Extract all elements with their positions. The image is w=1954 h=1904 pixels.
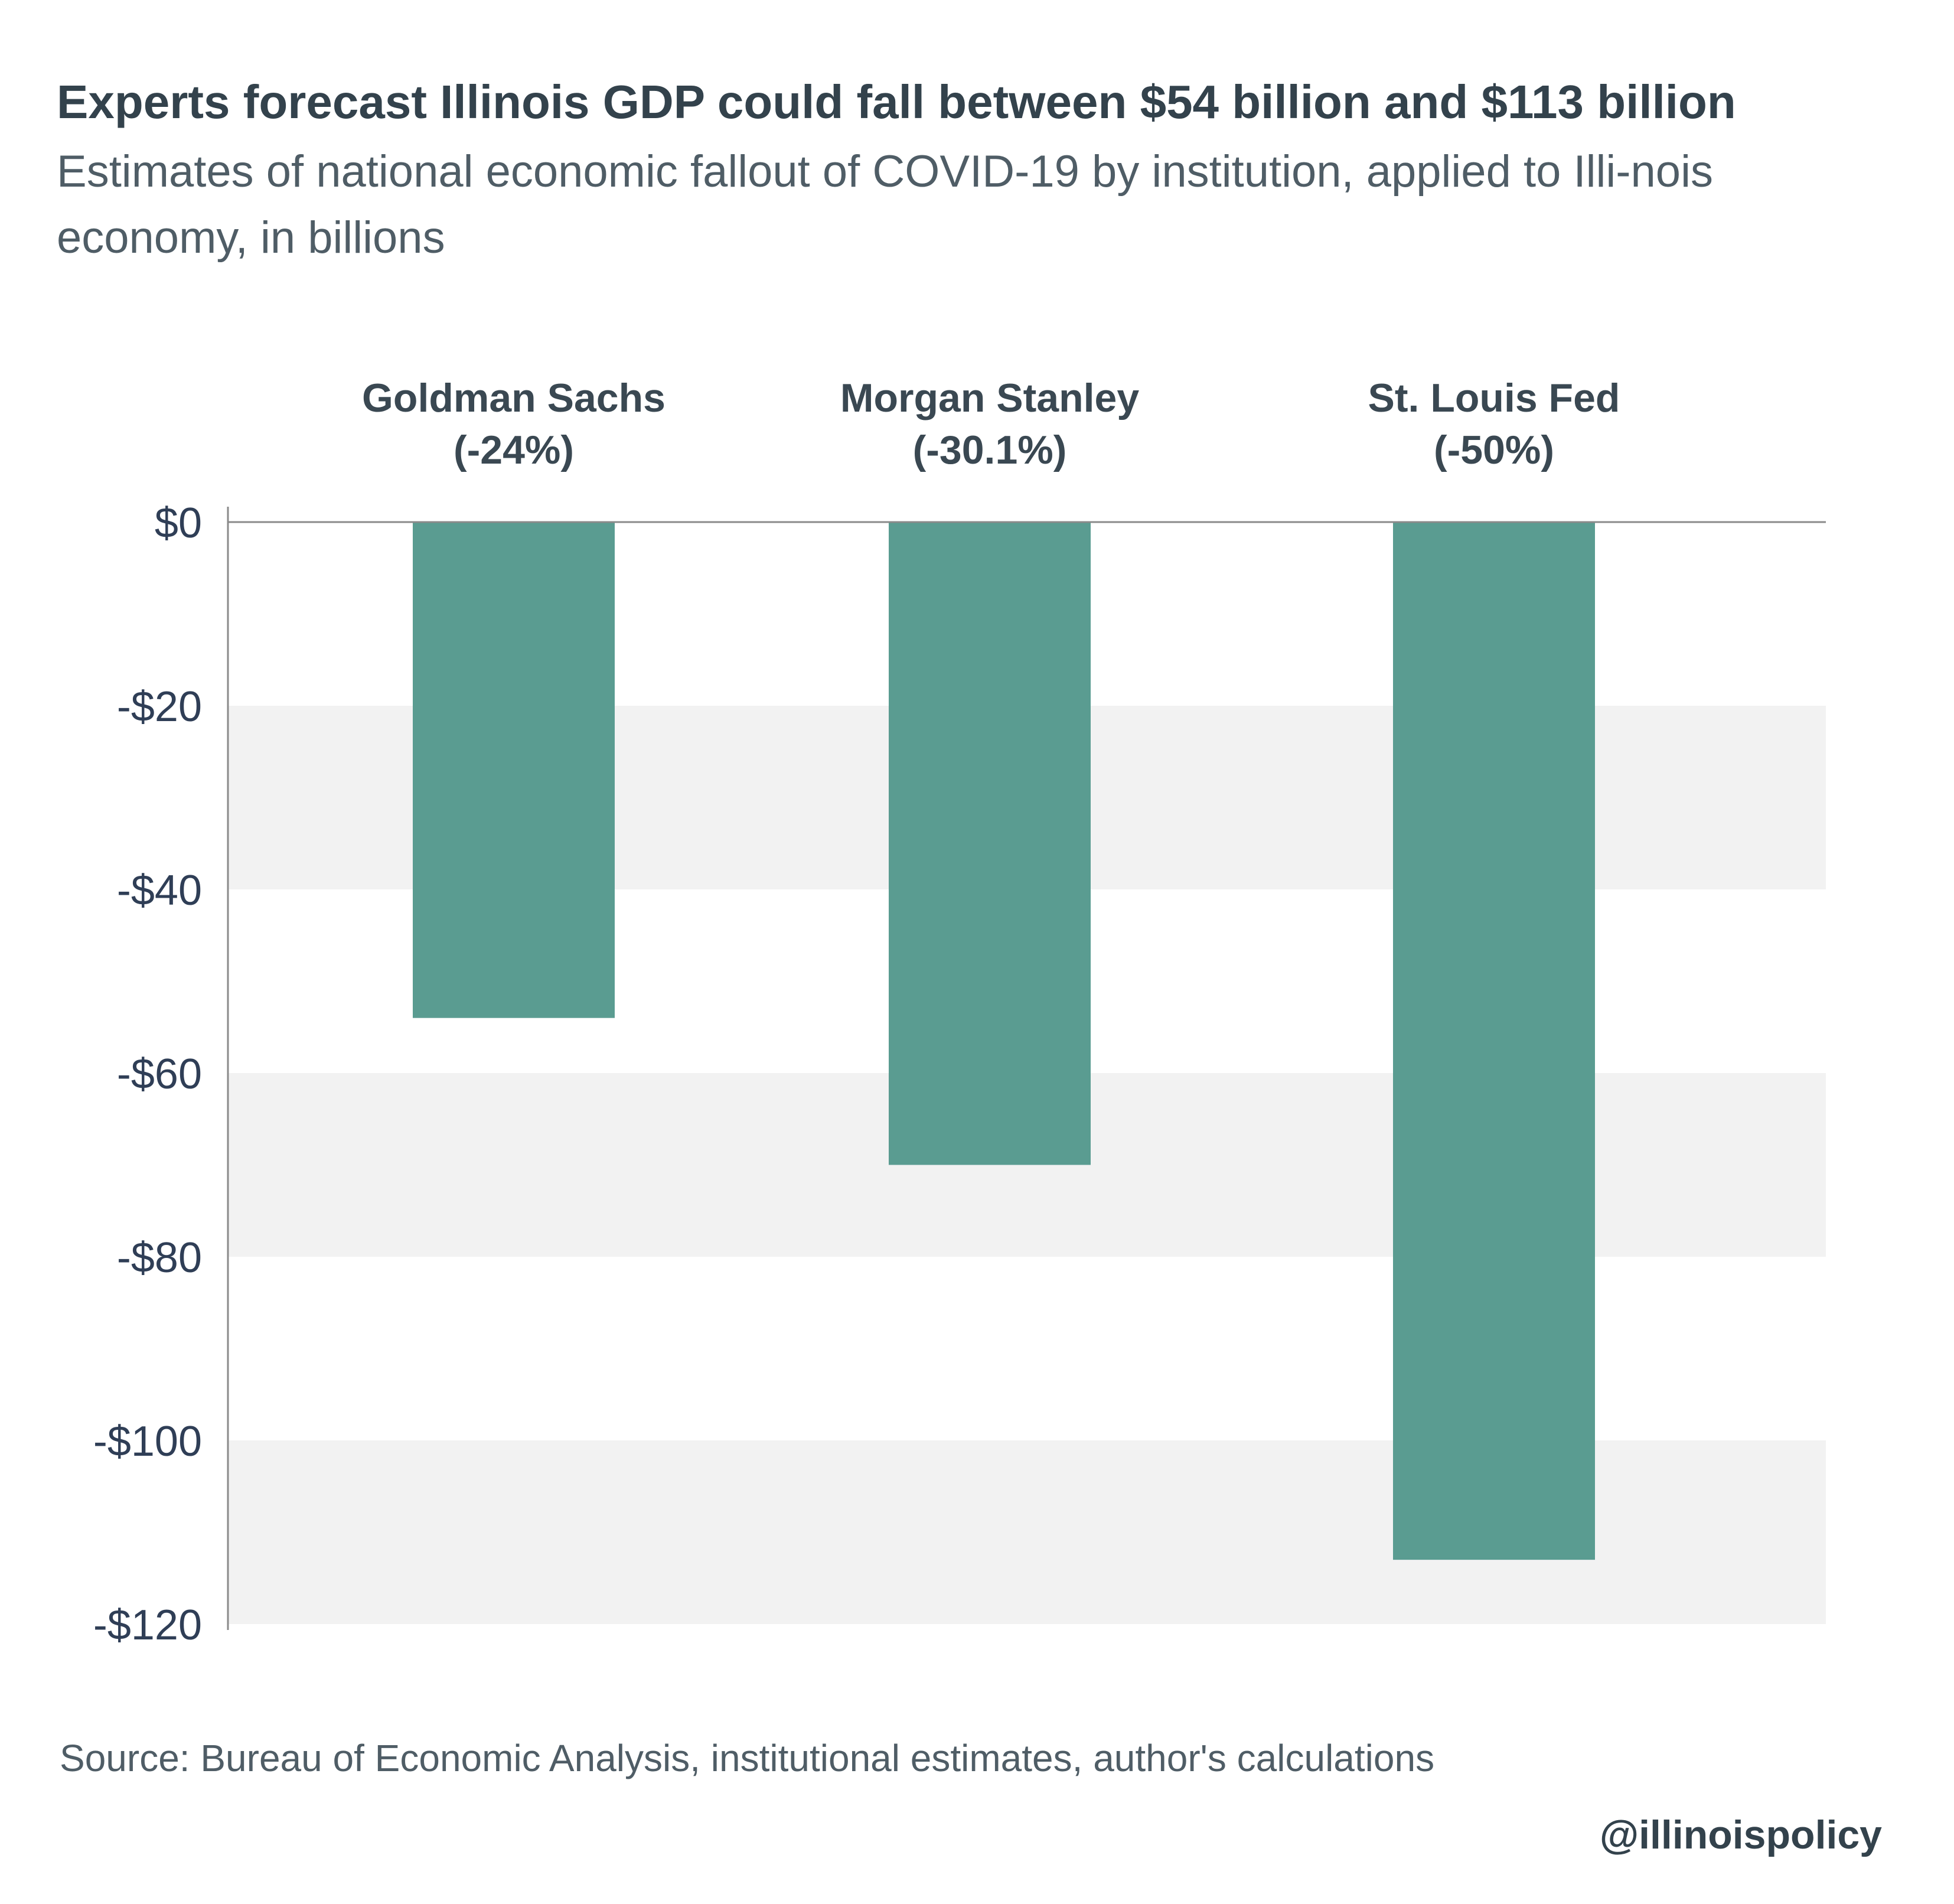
category-sublabel: (-50%) <box>1434 428 1554 472</box>
y-tick-label: -$100 <box>93 1418 202 1465</box>
category-sublabel: (-30.1%) <box>913 428 1067 472</box>
y-tick-label: -$60 <box>117 1051 202 1098</box>
category-labels: Goldman Sachs (-24%) Morgan Stanley (-30.1%… <box>362 376 1620 472</box>
y-tick-label: -$80 <box>117 1234 202 1282</box>
bars-group <box>413 522 1595 1560</box>
social-handle: @illinoispolicy <box>1599 1812 1882 1857</box>
y-tick-label: -$120 <box>93 1602 202 1649</box>
category-label: St. Louis Fed <box>1368 376 1620 420</box>
source-note: Source: Bureau of Economic Analysis, ins… <box>60 1737 1435 1779</box>
category-label: Goldman Sachs <box>362 376 666 420</box>
category-sublabel: (-24%) <box>454 428 574 472</box>
axes-group <box>227 507 1826 1630</box>
bar-goldman-sachs <box>413 522 615 1018</box>
category-label: Morgan Stanley <box>840 376 1139 420</box>
chart-subtitle: Estimates of national economic fallout o… <box>57 146 1713 263</box>
y-tick-label: $0 <box>155 500 202 547</box>
bar-morgan-stanley <box>889 522 1091 1165</box>
chart-title: Experts forecast Illinois GDP could fall… <box>57 76 1736 128</box>
y-axis-tick-labels: $0 -$20 -$40 -$60 -$80 -$100 -$120 <box>93 500 202 1649</box>
y-tick-label: -$40 <box>117 867 202 914</box>
bar-st-louis-fed <box>1393 522 1595 1560</box>
y-tick-label: -$20 <box>117 683 202 731</box>
